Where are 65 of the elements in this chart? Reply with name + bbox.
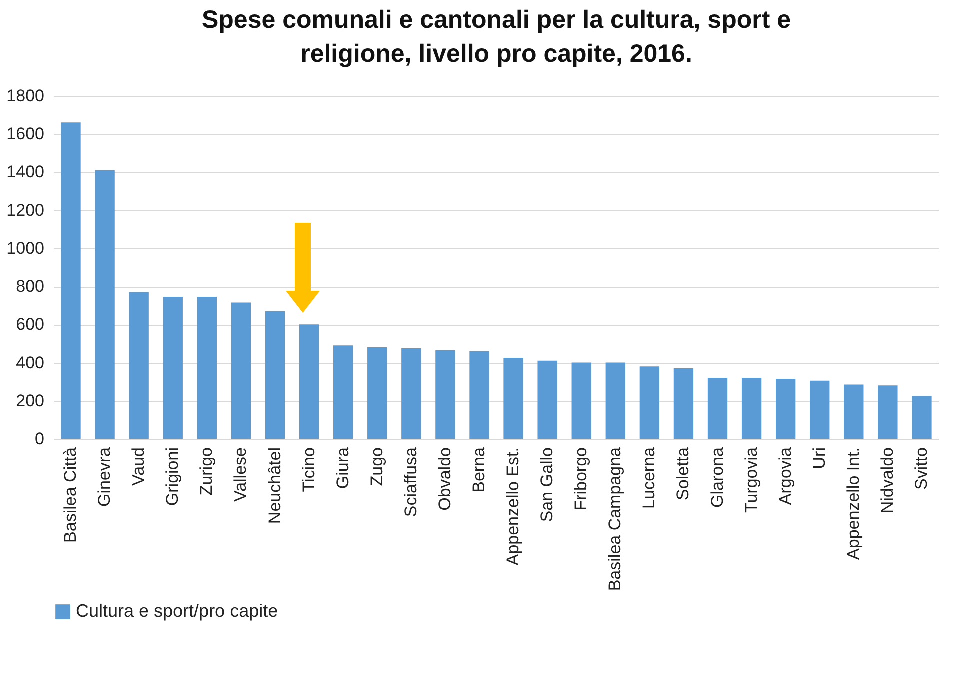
bar [912, 396, 932, 439]
bar [606, 362, 626, 439]
x-tick-label: Basilea Campagna [606, 446, 625, 592]
x-tick-label: Uri [810, 448, 829, 470]
x-tick-label: Svitto [912, 448, 931, 490]
bar [572, 362, 592, 439]
bar [742, 378, 762, 439]
x-tick-label: Vaud [129, 448, 148, 486]
y-tick-label: 1000 [6, 238, 44, 258]
x-tick-label: Zurigo [197, 448, 216, 496]
y-tick-label: 1200 [6, 200, 44, 220]
bar [231, 302, 252, 439]
x-tick-label: Appenzello Est. [504, 448, 523, 566]
x-tick-label: Grigioni [163, 448, 182, 506]
y-tick-label: 800 [16, 277, 44, 296]
text: religione, livello pro capite, 2016. [300, 40, 692, 68]
bar [538, 360, 558, 439]
x-tick-label: Lucerna [640, 446, 659, 509]
bar [436, 350, 456, 439]
bar [674, 368, 694, 439]
bar [640, 366, 660, 439]
y-tick-label: 1800 [6, 86, 44, 106]
x-tick-label: Argovia [776, 446, 795, 506]
x-tick-label: Giura [333, 446, 352, 490]
x-tick-label: Ginevra [95, 446, 114, 508]
bar [197, 297, 218, 439]
y-tick-label: 200 [16, 391, 44, 410]
x-tick-label: Appenzello Int. [844, 448, 863, 560]
bar [402, 348, 422, 439]
bar [129, 292, 149, 439]
y-tick-label: 0 [35, 430, 44, 448]
x-tick-label: Neuchâtel [265, 448, 284, 524]
y-tick-label: 1400 [6, 162, 44, 182]
y-tick-label: 1600 [6, 124, 44, 144]
x-tick-label: Nidvaldo [878, 448, 897, 514]
x-tick-label: Vallese [231, 448, 250, 502]
x-tick-label: Zugo [367, 448, 386, 486]
bar [878, 386, 898, 439]
text: Spese comunali e cantonali per la cultura, sport e [202, 6, 792, 34]
y-tick-label: 400 [16, 353, 44, 372]
bar [844, 384, 864, 439]
bar [708, 378, 728, 439]
x-tick-label: Obvaldo [435, 448, 454, 511]
bar [368, 348, 388, 439]
y-tick-label: 600 [16, 315, 44, 334]
bar [776, 378, 796, 439]
x-tick-label: Ticino [299, 448, 318, 492]
bar [163, 297, 183, 439]
bar [470, 351, 490, 439]
bar [265, 311, 286, 439]
legend-label: Cultura e sport/pro capite [76, 601, 278, 621]
x-tick-label: Berna [469, 446, 488, 493]
x-tick-label: San Gallo [538, 448, 557, 522]
bar [299, 324, 320, 439]
bar [333, 346, 354, 439]
x-tick-label: Turgovia [742, 446, 761, 514]
bar [810, 380, 830, 439]
x-tick-label: Glarona [708, 446, 727, 508]
x-tick-label: Friborgo [572, 448, 591, 511]
bar [504, 358, 524, 439]
bar [61, 122, 81, 439]
x-tick-label: Soletta [674, 446, 693, 500]
x-tick-label: Basilea Città [61, 446, 80, 543]
x-tick-label: Sciaffusa [401, 446, 420, 518]
bar [95, 170, 115, 439]
